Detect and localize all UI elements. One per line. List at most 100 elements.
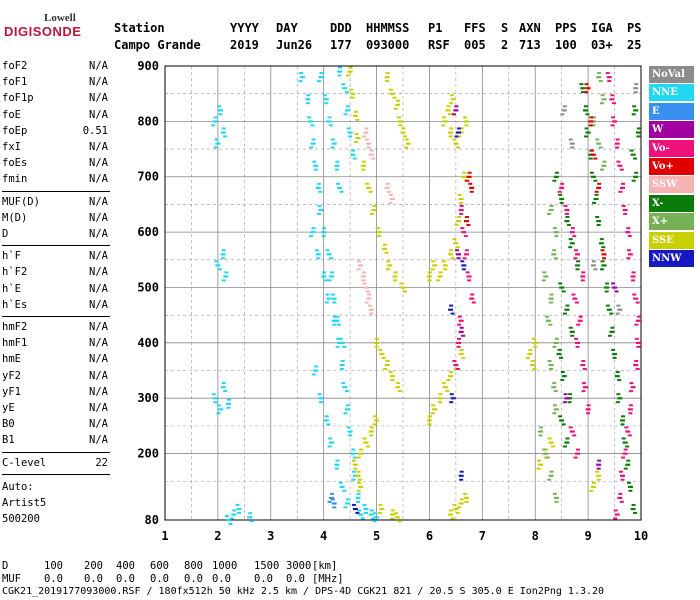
x-tick-label: 10: [634, 529, 648, 543]
echo-point: [326, 120, 332, 123]
echo-point: [573, 257, 578, 260]
echo-point: [565, 437, 570, 440]
echo-point: [465, 271, 470, 274]
echo-point: [311, 227, 316, 230]
echo-point: [633, 175, 639, 178]
param-name: foF1: [2, 76, 28, 89]
echo-point: [458, 502, 464, 505]
x-tick-label: 7: [479, 529, 486, 543]
echo-point: [325, 249, 330, 252]
echo-point: [628, 412, 633, 415]
echo-point: [625, 430, 631, 433]
echo-point: [351, 459, 356, 462]
echo-point: [448, 135, 453, 138]
x-tick-label: 1: [161, 529, 168, 543]
echo-point: [351, 503, 356, 506]
echo-point: [330, 146, 335, 149]
echo-point: [324, 301, 329, 304]
footer-muf-value: 0.0: [184, 573, 203, 585]
echo-point: [634, 359, 639, 362]
echo-point: [348, 66, 353, 69]
footer-d-value: 1500: [254, 560, 280, 572]
echo-point: [458, 352, 464, 356]
echo-point: [327, 116, 332, 119]
echo-point: [330, 271, 335, 274]
echo-point: [322, 227, 327, 230]
echo-point: [449, 127, 454, 130]
echo-point: [213, 401, 218, 404]
echo-point: [215, 142, 221, 145]
echo-point: [564, 212, 569, 215]
echo-point: [326, 297, 332, 300]
echo-point: [325, 293, 330, 296]
echo-point: [549, 470, 554, 473]
echo-point: [610, 124, 615, 127]
param-value: N/A: [89, 195, 108, 208]
echo-point: [441, 382, 446, 385]
param-row-foe: foE N/A: [2, 109, 108, 125]
echo-point: [594, 190, 599, 193]
echo-point: [559, 201, 564, 204]
echo-point: [617, 397, 623, 400]
footer-muf-value: 0.0: [116, 573, 135, 585]
echo-point: [334, 319, 340, 322]
param-name: fxI: [2, 141, 21, 153]
echo-point: [332, 506, 337, 509]
echo-point: [451, 113, 456, 116]
echo-point: [586, 412, 591, 415]
echo-point: [453, 242, 459, 245]
header-value-year: 2019: [230, 38, 259, 52]
echo-point: [613, 509, 618, 512]
echo-point: [436, 279, 441, 282]
echo-point: [467, 171, 472, 174]
echo-point: [368, 190, 373, 193]
echo-point: [236, 507, 242, 511]
echo-point: [549, 301, 554, 304]
echo-point: [344, 109, 350, 112]
auto-scaling-line: Artist5: [2, 497, 47, 509]
echo-point: [554, 235, 559, 238]
echo-point: [561, 290, 566, 293]
echo-point: [607, 334, 612, 337]
echo-point: [565, 304, 570, 307]
param-name: hmF2: [2, 321, 28, 333]
echo-point: [632, 293, 637, 296]
header-label-day: DAY: [276, 21, 298, 35]
echo-point: [580, 87, 586, 90]
echo-point: [626, 227, 631, 230]
echo-point: [362, 503, 367, 506]
echo-point: [350, 153, 356, 156]
echo-point: [223, 390, 228, 393]
echo-point: [323, 419, 329, 422]
echo-point: [457, 323, 462, 326]
echo-point: [452, 138, 457, 141]
echo-point: [332, 301, 337, 304]
echo-point: [538, 430, 544, 433]
echo-point: [342, 345, 347, 348]
echo-point: [298, 80, 303, 83]
echo-point: [218, 408, 224, 411]
echo-point: [565, 216, 570, 219]
header-value-hhmmss: 093000: [366, 38, 410, 52]
echo-point: [609, 330, 615, 333]
param-name: foEp: [2, 124, 28, 137]
echo-point: [575, 264, 581, 267]
echo-point: [636, 345, 641, 348]
echo-point: [351, 448, 356, 451]
echo-point: [621, 456, 626, 459]
echo-point: [339, 485, 345, 488]
echo-point: [221, 279, 226, 282]
param-name: yE: [2, 402, 15, 414]
echo-point: [618, 190, 623, 193]
echo-point: [625, 463, 631, 466]
param-value: N/A: [89, 228, 108, 240]
echo-point: [601, 264, 607, 267]
param-separator: [2, 451, 110, 453]
footer-d-value: 800: [184, 560, 203, 572]
echo-point: [602, 160, 607, 163]
footer-muf-label: MUF: [2, 573, 21, 585]
echo-point: [563, 393, 568, 396]
echo-point: [590, 120, 596, 123]
echo-point: [631, 113, 636, 116]
echo-point: [604, 286, 610, 289]
